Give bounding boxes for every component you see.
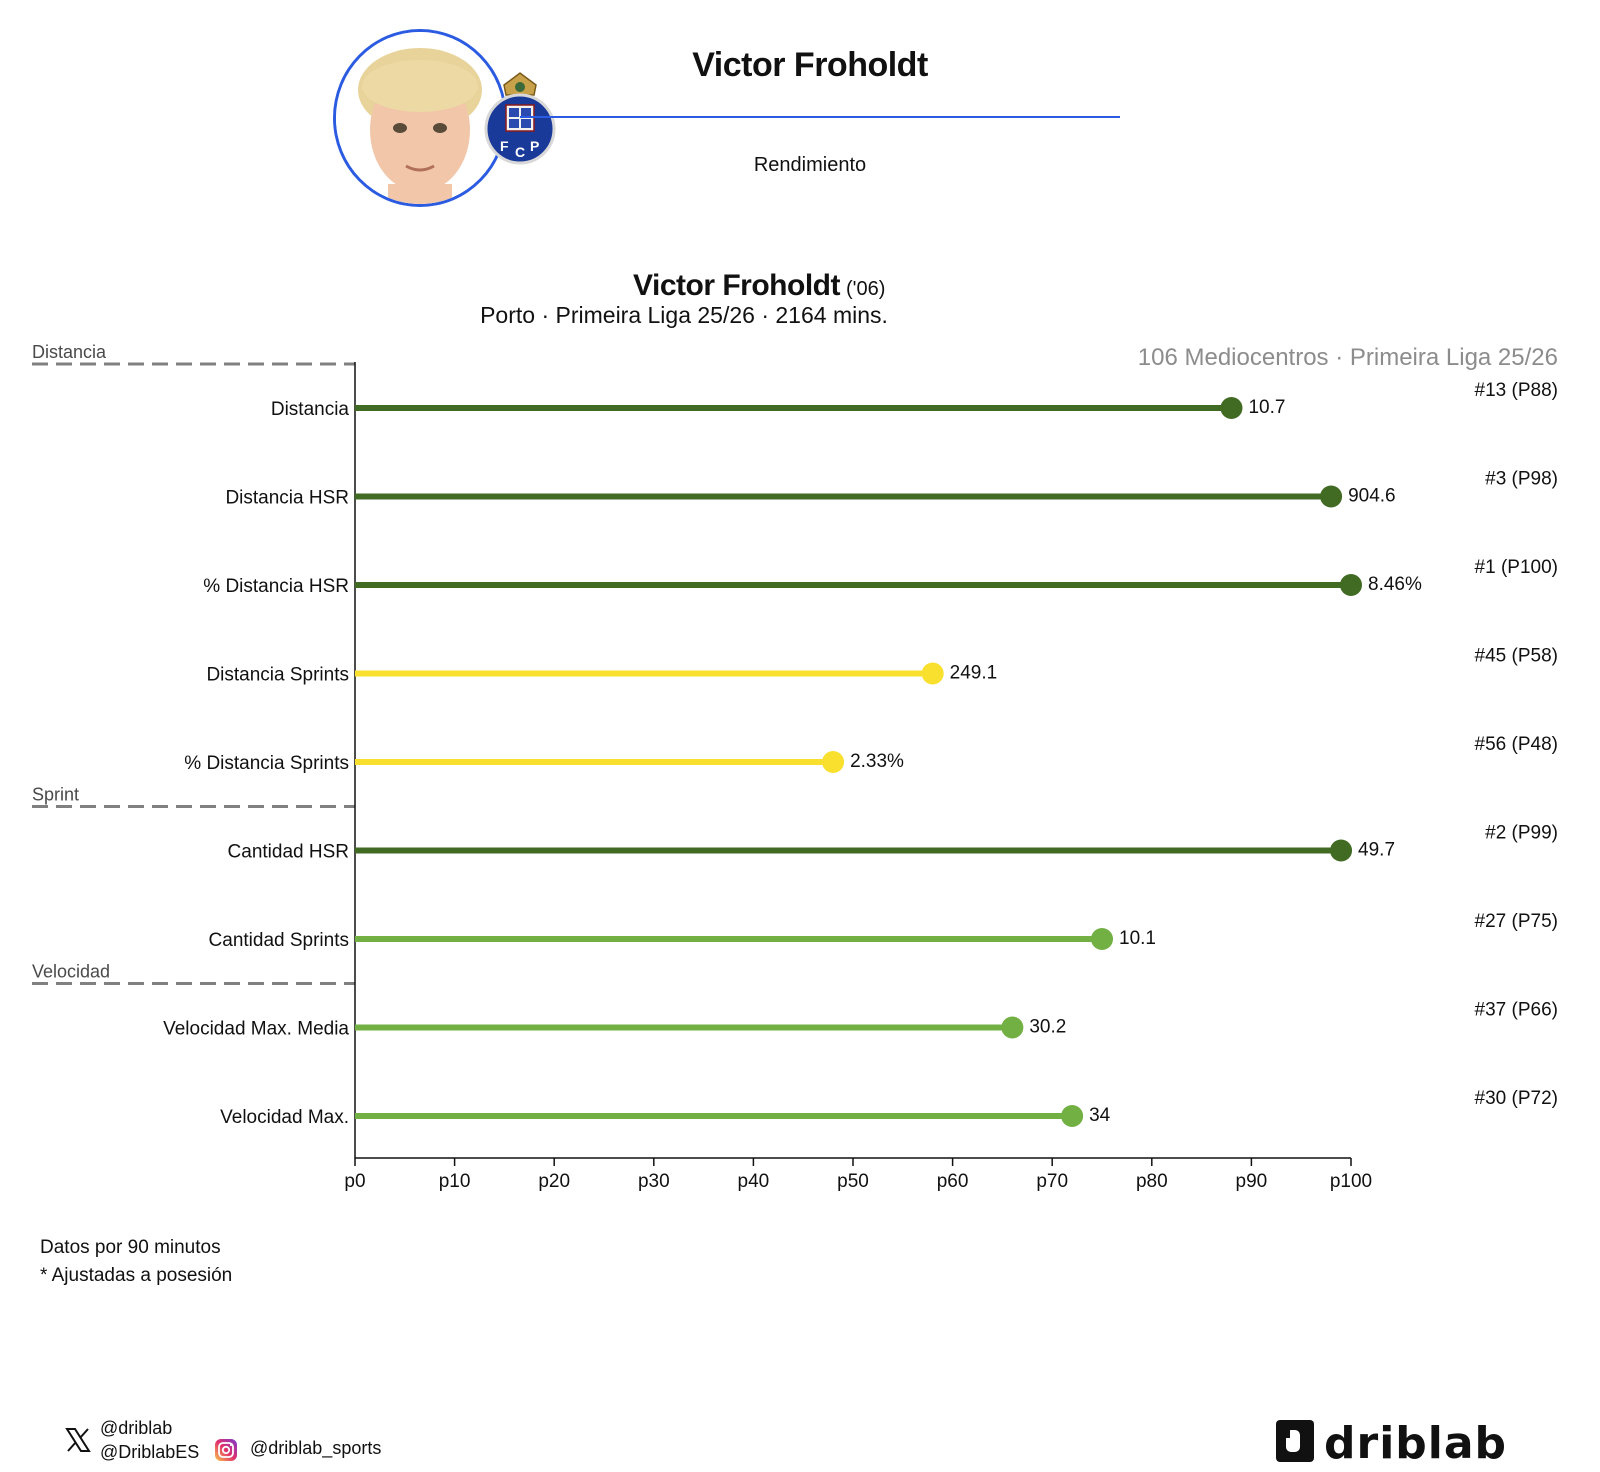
x-tick-label: p70 [1036,1171,1068,1192]
player-photo-icon [336,32,504,204]
x-tick-label: p50 [837,1171,869,1192]
lollipop-marks: Distancia 10.7 #13 (P88) Distancia HSR 904.6… [163,380,1558,1128]
metric-point [921,662,944,685]
metric-label: Velocidad Max. Media [163,1019,349,1040]
metric-label: % Distancia HSR [203,576,349,597]
metric-value: 10.1 [1119,928,1156,949]
chart-title-suffix: ('06) [846,278,885,300]
player-avatar [333,29,507,207]
report-subtitle: Rendimiento [753,154,867,176]
metric-rank: #2 (P99) [1485,823,1558,844]
metric-point [1330,839,1353,862]
instagram-logo-icon [215,1439,237,1461]
metric-label: % Distancia Sprints [184,753,349,774]
note-possession: * Ajustadas a posesión [40,1265,233,1286]
x-tick-label: p40 [738,1171,770,1192]
metric-rank: #56 (P48) [1475,734,1558,755]
metric-label: Velocidad Max. [220,1107,349,1128]
metric-rank: #30 (P72) [1475,1088,1558,1109]
metric-value: 2.33% [850,751,904,772]
club-badge-icon: F C P [484,71,556,167]
x-handle-driblabes[interactable]: @DriblabES [100,1442,200,1462]
metric-value: 34 [1089,1105,1111,1126]
note-per-90: Datos por 90 minutos [40,1237,221,1258]
header-divider [520,116,1120,118]
section-label: Distancia [32,342,107,362]
axes: p0 p10 p20 p30 p40 p50 p60 p70 p80 p90 p100 [344,362,1372,1192]
chart-subtitle: Porto · Primeira Liga 25/26 · 2164 mins. [480,302,888,328]
x-tick-label: p20 [538,1171,570,1192]
metric-rank: #1 (P100) [1475,557,1558,578]
instagram-handle[interactable]: @driblab_sports [250,1438,382,1458]
metric-value: 8.46% [1368,574,1422,595]
metric-rank: #27 (P75) [1475,911,1558,932]
svg-text:P: P [530,138,539,154]
x-tick-label: p80 [1136,1171,1168,1192]
metric-rank: #13 (P88) [1475,380,1558,401]
metric-value: 49.7 [1358,840,1395,861]
section-label: Sprint [32,785,79,805]
player-name: Victor Froholdt [692,46,928,84]
brand-name: driblab [1324,1418,1507,1466]
metric-point [1220,397,1243,419]
metric-point [1001,1016,1024,1039]
x-tick-label: p60 [937,1171,969,1192]
x-tick-label: p0 [344,1171,365,1192]
section-label: Velocidad [32,962,110,982]
metric-point [1320,485,1343,508]
comparison-label: 106 Mediocentros · Primeira Liga 25/26 [1138,344,1558,371]
metric-label: Cantidad HSR [228,842,349,863]
x-tick-label: p10 [439,1171,471,1192]
metric-rank: #45 (P58) [1475,646,1558,667]
chart-title: Victor Froholdt [633,269,840,302]
header: F C P Victor Froholdt Rendimiento [0,0,1600,240]
x-tick-label: p30 [638,1171,670,1192]
x-handle-driblab[interactable]: @driblab [100,1418,173,1438]
x-tick-label: p90 [1236,1171,1268,1192]
driblab-logo-icon: driblab [1276,1418,1507,1466]
metric-value: 249.1 [950,663,998,684]
metric-point [1091,928,1113,950]
section-dividers: Distancia Sprint Velocidad [32,342,355,985]
metric-value: 904.6 [1348,486,1396,507]
metric-value: 30.2 [1029,1017,1066,1038]
metric-point [1061,1105,1084,1127]
svg-text:C: C [515,144,525,160]
metric-point [822,751,845,773]
metric-point [1340,574,1362,596]
svg-text:F: F [500,138,509,154]
metric-label: Distancia HSR [225,488,349,509]
metric-label: Distancia [271,399,350,420]
metric-label: Distancia Sprints [206,665,349,686]
footer-notes: Datos por 90 minutos * Ajustadas a poses… [40,1234,232,1290]
x-logo-icon [65,1428,91,1452]
metric-value: 10.7 [1248,397,1285,418]
metric-rank: #37 (P66) [1475,1000,1558,1021]
percentile-chart: Victor Froholdt ('06) Porto · Primeira L… [32,269,1558,1192]
x-tick-label: p100 [1330,1171,1372,1192]
metric-label: Cantidad Sprints [209,930,349,951]
metric-rank: #3 (P98) [1485,469,1558,490]
